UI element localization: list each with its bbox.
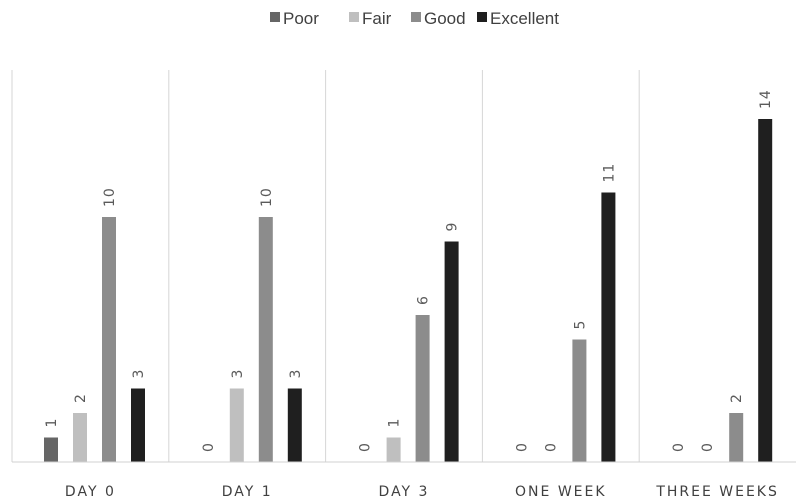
bar-day-0-poor xyxy=(44,437,58,462)
data-label-day-1-fair: 3 xyxy=(230,369,246,379)
legend-swatch-excellent xyxy=(477,12,487,22)
bar-day-1-good xyxy=(258,217,273,462)
category-labels-group: DAY 0 DAY 1 DAY 3 ONE WEEK THREE WEEKS xyxy=(65,484,779,500)
data-label-day-3-poor: 0 xyxy=(358,442,374,452)
data-label-day-1-good: 10 xyxy=(259,187,275,207)
category-label-three-weeks: THREE WEEKS xyxy=(655,484,779,500)
bars-group xyxy=(44,119,773,462)
data-label-three-weeks-poor: 0 xyxy=(671,442,687,452)
category-label-one-week: ONE WEEK xyxy=(515,484,607,500)
data-label-day-1-excellent: 3 xyxy=(288,369,304,379)
category-label-day-3: DAY 3 xyxy=(379,484,430,500)
data-label-day-0-fair: 2 xyxy=(73,393,89,403)
bar-day-0-good xyxy=(102,217,116,462)
legend-swatch-poor xyxy=(270,12,280,22)
bar-one-week-excellent xyxy=(601,192,616,462)
bar-day-3-excellent xyxy=(444,241,459,462)
legend-label-excellent: Excellent xyxy=(490,9,559,28)
data-label-one-week-poor: 0 xyxy=(514,442,530,452)
legend-swatch-good xyxy=(411,12,421,22)
bar-three-weeks-excellent xyxy=(758,119,773,462)
data-label-three-weeks-fair: 0 xyxy=(700,442,716,452)
category-separators xyxy=(11,70,640,462)
category-label-day-0: DAY 0 xyxy=(65,484,116,500)
chart-legend: Poor Fair Good Excellent xyxy=(270,9,559,28)
data-label-day-3-excellent: 9 xyxy=(445,222,461,232)
bar-day-3-fair xyxy=(386,437,401,462)
data-label-day-0-good: 10 xyxy=(102,187,118,207)
legend-label-good: Good xyxy=(424,9,466,28)
data-label-three-weeks-good: 2 xyxy=(729,393,745,403)
legend-swatch-fair xyxy=(349,12,359,22)
data-label-one-week-fair: 0 xyxy=(543,442,559,452)
bar-day-0-excellent xyxy=(131,388,145,462)
bar-day-1-excellent xyxy=(287,388,302,462)
data-label-three-weeks-excellent: 14 xyxy=(758,89,774,109)
bar-day-3-good xyxy=(415,315,430,462)
data-label-day-0-poor: 1 xyxy=(44,418,60,428)
bar-three-weeks-good xyxy=(729,413,744,462)
data-label-day-1-poor: 0 xyxy=(201,442,217,452)
legend-label-fair: Fair xyxy=(362,9,392,28)
data-label-day-0-excellent: 3 xyxy=(131,369,147,379)
category-label-day-1: DAY 1 xyxy=(222,484,273,500)
data-labels-group: 1 2 10 3 0 3 10 3 0 1 6 9 0 0 5 11 0 0 2 14 xyxy=(44,89,774,452)
legend-label-poor: Poor xyxy=(283,9,319,28)
data-label-day-3-fair: 1 xyxy=(387,418,403,428)
data-label-day-3-good: 6 xyxy=(416,295,432,305)
bar-one-week-good xyxy=(572,339,587,462)
bar-day-0-fair xyxy=(73,413,87,462)
data-label-one-week-excellent: 11 xyxy=(601,163,617,183)
data-label-one-week-good: 5 xyxy=(572,320,588,330)
bar-day-1-fair xyxy=(229,388,244,462)
